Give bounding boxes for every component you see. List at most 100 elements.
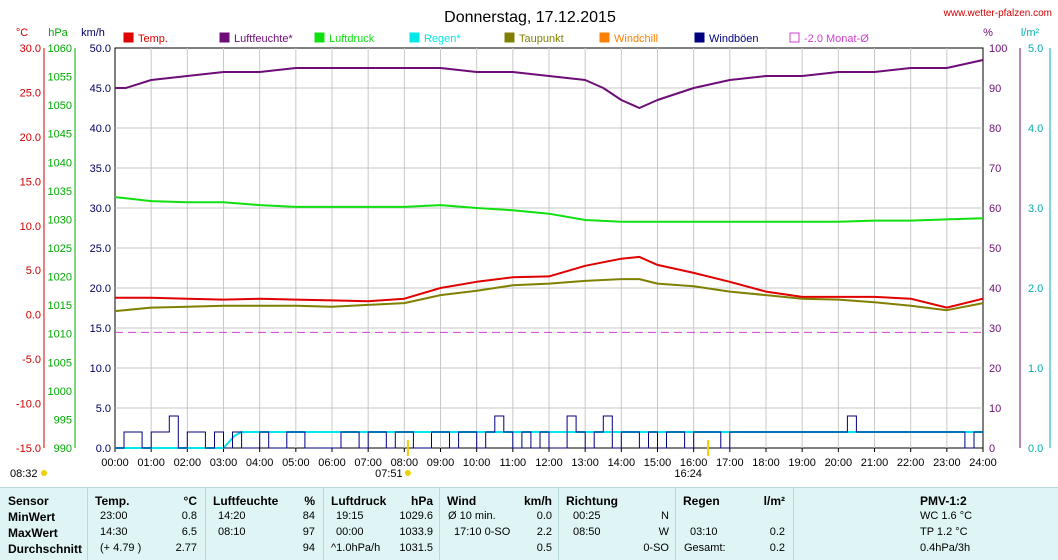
direction-max-time: 08:50: [573, 526, 601, 538]
legend-label: Luftdruck: [329, 33, 375, 45]
summary-table: Sensor MinWert MaxWert Durchschnitt Temp…: [0, 487, 1058, 560]
temp-tick: -10.0: [16, 399, 41, 411]
pressure-tick: 1020: [48, 272, 72, 284]
wind-tick: 40.0: [90, 123, 111, 135]
pressure-tick: 1000: [48, 386, 72, 398]
x-tick-label: 06:00: [318, 457, 346, 469]
humidity-tick: 50: [989, 243, 1001, 255]
rain-max-time: 03:10: [690, 526, 718, 538]
pressure-tick: 995: [54, 414, 72, 426]
legend-swatch: [409, 32, 420, 43]
pressure-tick: 1025: [48, 243, 72, 255]
pressure-max-value: 1033.9: [399, 526, 433, 538]
axes: 30.0 25.0 20.0 15.0 10.0 5.0 0.0 -5.0 -10.0 -15.0…: [16, 43, 1051, 469]
x-tick-label: 10:00: [463, 457, 491, 469]
legend-swatch: [694, 32, 705, 43]
legend-swatch: [314, 32, 325, 43]
humidity-unit: %: [304, 494, 315, 508]
humidity-tick: 10: [989, 403, 1001, 415]
pressure-tick: 1015: [48, 300, 72, 312]
summary-humidity-col: Luftfeuchte % 14:20 84 08:10 97 94: [206, 488, 324, 560]
direction-avg-value: 0-SO: [643, 542, 669, 554]
x-tick-label: 23:00: [933, 457, 961, 469]
direction-min-value: N: [661, 510, 669, 522]
temp-tick: 0.0: [26, 310, 41, 322]
rain-header: Regen: [683, 494, 720, 508]
temp-avg-value: 2.77: [175, 542, 197, 554]
sunrise-icon: [41, 470, 47, 476]
humidity-tick: 70: [989, 163, 1001, 175]
wind-tick: 50.0: [90, 43, 111, 55]
summary-temp-col: Temp. °C 23:00 0.8 14:30 6.5 (+ 4.79 ) 2…: [88, 488, 206, 560]
humidity-tick: 60: [989, 203, 1001, 215]
x-tick-label: 17:00: [716, 457, 744, 469]
solar-left-label: 07:51: [375, 468, 403, 480]
x-tick-label: 01:00: [137, 457, 165, 469]
x-tick-label: 04:00: [246, 457, 274, 469]
x-tick-label: 24:00: [969, 457, 997, 469]
series-taupunkt: [114, 278, 984, 313]
wind-tick: 5.0: [96, 403, 111, 415]
legend-label: Taupunkt: [519, 33, 564, 45]
pressure-min-time: 19:15: [336, 510, 364, 522]
wind-tick: 25.0: [90, 243, 111, 255]
pressure-tick: 1030: [48, 214, 72, 226]
pressure-tick: 1010: [48, 329, 72, 341]
x-tick-label: 19:00: [788, 457, 816, 469]
direction-min-time: 00:25: [573, 510, 601, 522]
legend-swatch: [504, 32, 515, 43]
rain-tick: 0.0: [1028, 443, 1043, 455]
humidity-max-value: 97: [302, 526, 315, 538]
solar-left-icon: [404, 470, 411, 476]
pmv-row-1: WC 1.6 °C: [920, 510, 973, 522]
legend: Temp. Luftfeuchte* Luftdruck Regen* Taupunkt…: [123, 32, 869, 45]
series-luftfeuchte: [115, 59, 984, 109]
sensor-row-min: MinWert: [8, 510, 56, 524]
temp-min-time: 23:00: [100, 510, 128, 522]
pressure-tick: 1045: [48, 129, 72, 141]
x-tick-label: 21:00: [861, 457, 889, 469]
pressure-avg-value: 1031.5: [399, 542, 433, 554]
pressure-max-time: 00:00: [336, 526, 364, 538]
pressure-min-value: 1029.6: [399, 510, 433, 522]
wind-tick: 30.0: [90, 203, 111, 215]
rain-unit: l/m²: [763, 494, 785, 508]
series: [114, 59, 984, 449]
humidity-tick: 20: [989, 363, 1001, 375]
x-tick-label: 09:00: [427, 457, 455, 469]
summary-wind-col: Wind km/h Ø 10 min. 0.0 17:10 0-SO 2.2 0…: [440, 488, 559, 560]
sensor-row-max: MaxWert: [8, 526, 58, 540]
temp-tick: 25.0: [20, 87, 41, 99]
humidity-min-value: 84: [302, 510, 315, 522]
wind-axis-unit: km/h: [81, 27, 105, 39]
humidity-min-time: 14:20: [218, 510, 246, 522]
pressure-tick: 1060: [48, 43, 72, 55]
weather-chart: Donnerstag, 17.12.2015 www.wetter-pfalze…: [10, 8, 1052, 480]
x-tick-label: 13:00: [571, 457, 599, 469]
x-tick-label: 00:00: [101, 457, 129, 469]
x-tick-label: 03:00: [210, 457, 238, 469]
x-tick-label: 20:00: [825, 457, 853, 469]
summary-direction-col: Richtung 00:25 N 08:50 W 0-SO: [559, 488, 676, 560]
sunset-label: 16:24: [674, 468, 702, 480]
x-tick-label: 08:00: [391, 457, 419, 469]
sensor-header: Sensor: [8, 494, 49, 508]
wind-avg-label: Ø 10 min.: [448, 510, 496, 522]
legend-swatch: [123, 32, 134, 43]
humidity-tick: 0: [989, 443, 995, 455]
temp-tick: 30.0: [20, 43, 41, 55]
humidity-tick: 80: [989, 123, 1001, 135]
pressure-trend: ^1.0hPa/h: [331, 542, 381, 554]
wind-tick: 45.0: [90, 83, 111, 95]
rain-total-label: Gesamt:: [684, 542, 726, 554]
grid: [114, 47, 984, 449]
rain-total-value: 0.2: [769, 542, 785, 554]
site-url[interactable]: www.wetter-pfalzen.com: [943, 8, 1052, 19]
x-tick-label: 18:00: [752, 457, 780, 469]
temp-max-value: 6.5: [181, 526, 197, 538]
x-tick-label: 02:00: [174, 457, 202, 469]
humidity-avg-value: 94: [302, 542, 315, 554]
wind-min-value: 0.0: [536, 510, 552, 522]
x-tick-label: 16:00: [680, 457, 708, 469]
wind-tick: 10.0: [90, 363, 111, 375]
